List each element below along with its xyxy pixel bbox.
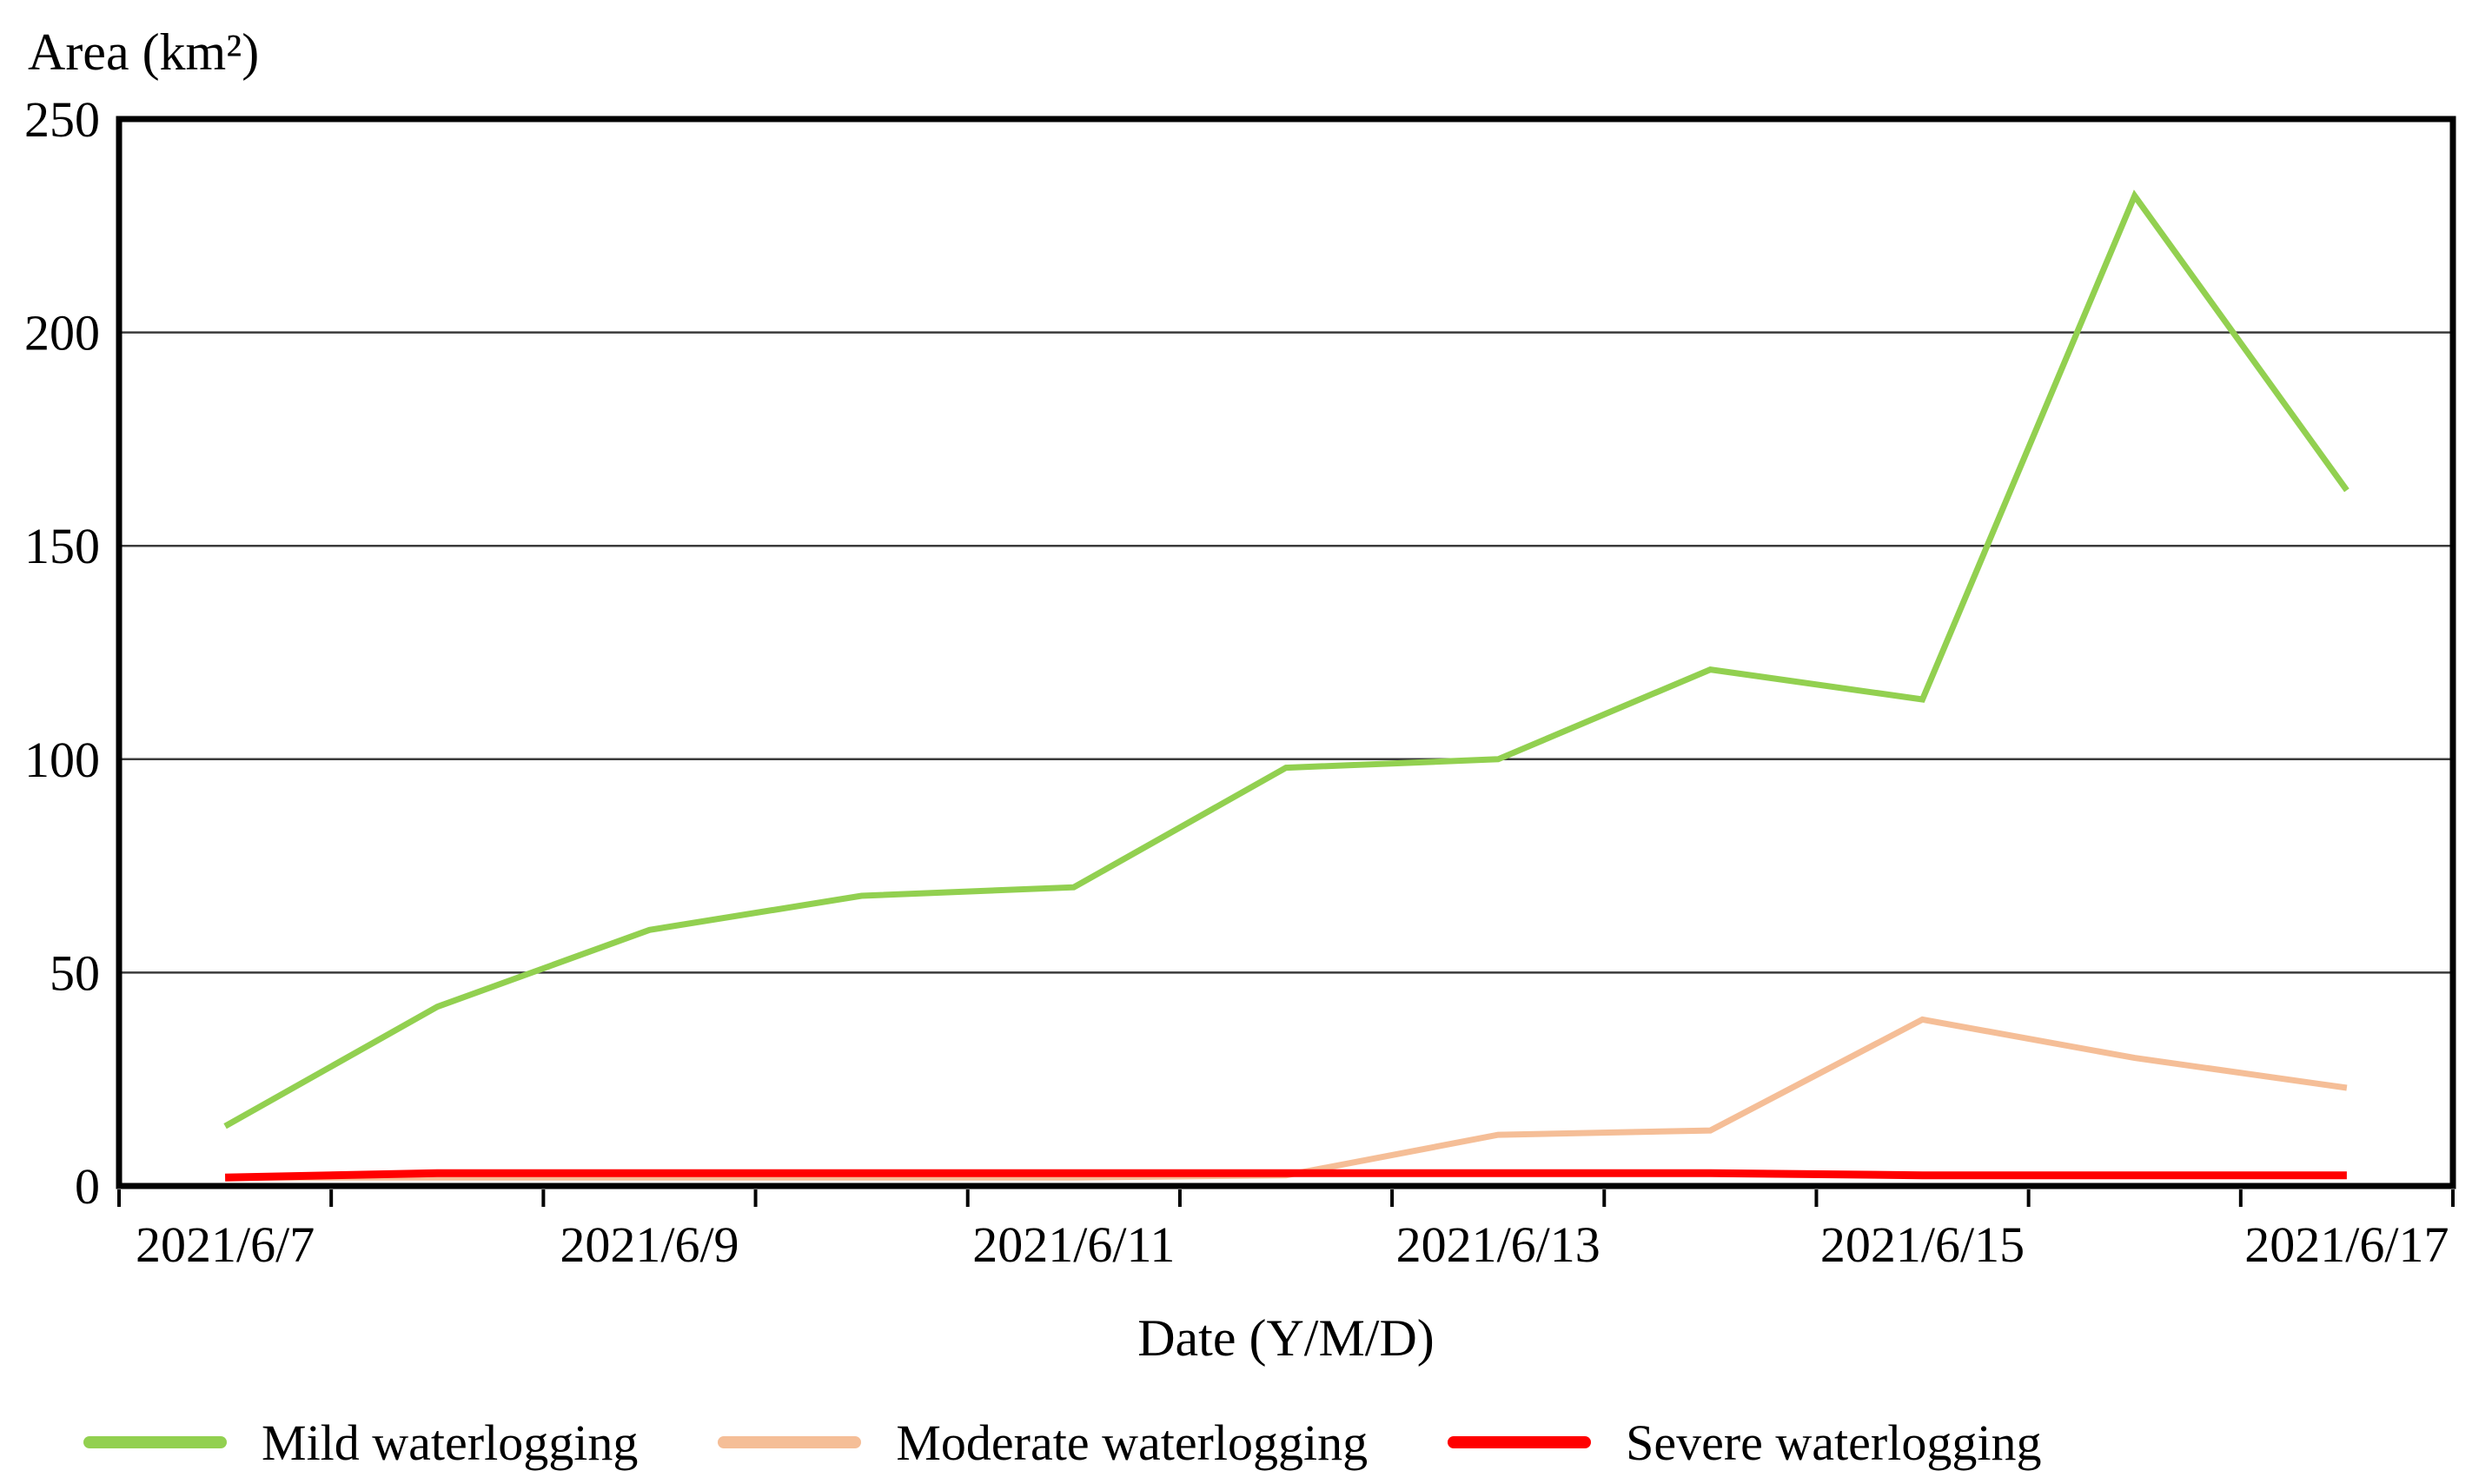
legend-label-moderate: Moderate waterlogging	[896, 1414, 1369, 1471]
x-tick-label: 2021/6/7	[136, 1216, 315, 1273]
legend-swatch-mild-icon	[83, 1436, 227, 1448]
y-tick-label: 200	[24, 305, 100, 361]
x-tick-label: 2021/6/11	[972, 1216, 1175, 1273]
legend-label-severe: Severe waterlogging	[1626, 1414, 2042, 1471]
x-tick-label: 2021/6/17	[2244, 1216, 2449, 1273]
y-tick-label: 50	[50, 944, 100, 1001]
y-tick-label: 150	[24, 518, 100, 574]
x-tick-label: 2021/6/15	[1820, 1216, 2025, 1273]
x-axis-title: Date (Y/M/D)	[1137, 1309, 1435, 1367]
series-line-2	[225, 1169, 2347, 1182]
x-tick-label: 2021/6/13	[1396, 1216, 1601, 1273]
legend-label-mild: Mild waterlogging	[262, 1414, 639, 1471]
y-tick-label: 0	[75, 1158, 100, 1215]
y-tick-label: 250	[24, 91, 100, 148]
y-tick-label: 100	[24, 732, 100, 788]
plot-border	[116, 116, 2456, 1189]
y-axis-title: Area (km²)	[28, 23, 260, 81]
x-tick-label: 2021/6/9	[560, 1216, 739, 1273]
legend-item-mild: Mild waterlogging	[83, 1414, 718, 1472]
series-line-1	[225, 1016, 2348, 1181]
legend-item-moderate: Moderate waterlogging	[718, 1414, 1448, 1472]
legend: Mild waterlogging Moderate waterlogging …	[83, 1409, 2121, 1475]
legend-swatch-moderate-icon	[718, 1436, 862, 1448]
series-line-0	[223, 189, 2350, 1130]
legend-swatch-severe-icon	[1448, 1436, 1592, 1448]
legend-item-severe: Severe waterlogging	[1448, 1414, 2121, 1472]
